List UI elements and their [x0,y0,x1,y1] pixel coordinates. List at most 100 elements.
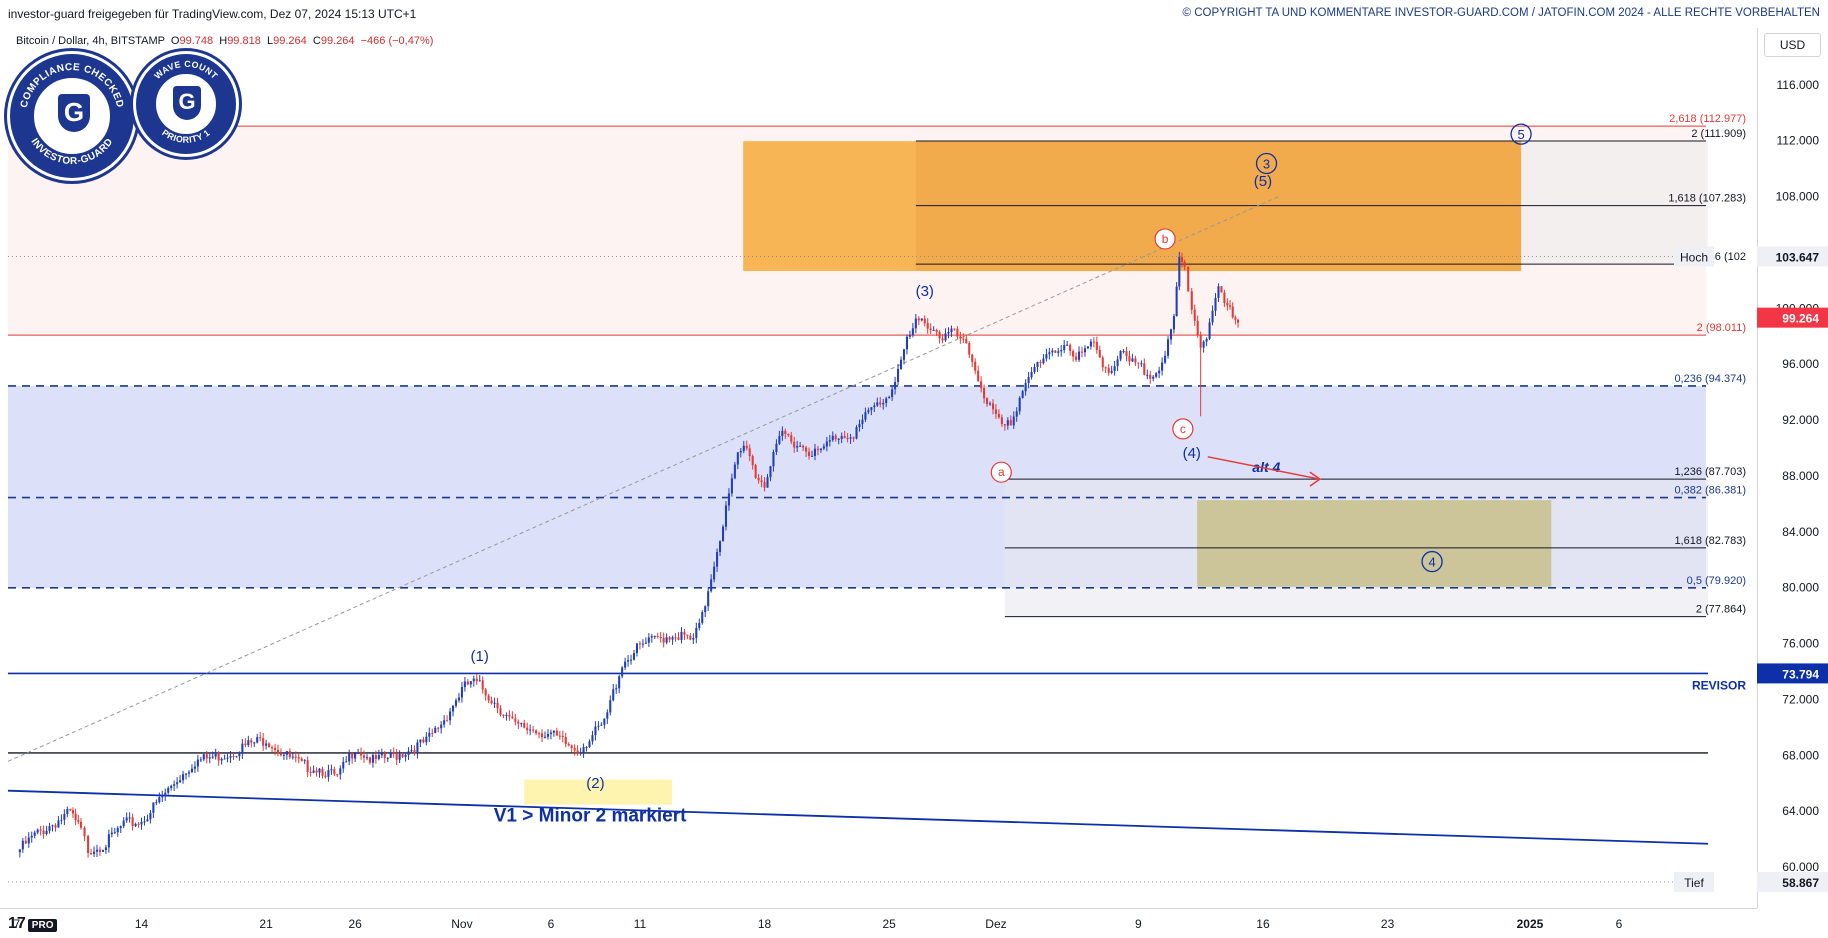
candle-body-293 [888,397,891,399]
candle-body-74 [238,753,241,757]
y-tick-11: 72.000 [1782,692,1819,706]
fib-level-label-9: 0,5 (79.920) [1687,575,1746,587]
candle-body-403 [1214,297,1217,311]
candle-body-317 [959,336,962,339]
candle-body-68 [220,758,223,761]
fib-level-label-0: 2,618 (112.977) [1669,113,1746,125]
candle-body-302 [914,318,917,329]
candle-body-65 [211,756,214,758]
candle-body-250 [760,480,763,483]
candle-body-150 [463,681,466,688]
candle-body-362 [1092,341,1095,343]
candle-body-144 [446,720,449,722]
candle-body-28 [101,849,104,852]
candle-body-62 [202,754,205,760]
candle-body-23 [87,836,90,853]
candle-body-389 [1172,316,1176,330]
revisor-label: REVISOR [1692,678,1746,692]
candle-body-177 [543,736,547,738]
candle-body-15 [63,813,66,820]
candle-body-179 [549,732,552,735]
close-value: 99.264 [320,35,355,47]
candle-body-326 [986,398,989,405]
candle-body-175 [538,733,541,735]
hoch-tag-value: 103.647 [1776,250,1820,264]
candle-body-85 [271,747,274,749]
tradingview-logo[interactable]: 17 PRO [8,915,58,933]
candle-body-398 [1199,335,1202,348]
candle-body-38 [131,817,134,827]
price-chart[interactable]: 2,618 (112.977) 2 (111.909) 1,618 (107.283… [0,28,1757,908]
candle-body-12 [54,825,57,828]
y-tick-9: 80.000 [1782,581,1819,595]
x-tick-3: 26 [348,917,362,931]
candle-body-180 [552,730,555,733]
candle-body-272 [825,441,828,447]
y-tick-12: 68.000 [1782,748,1819,762]
compliance-badge-center: G [32,76,112,156]
fib-level-label-7: 0,382 (86.381) [1674,485,1746,497]
candle-body-73 [235,756,238,758]
candle-body-75 [241,743,244,754]
compliance-badge: COMPLIANCE CHECKED INVESTOR-GUARD G [10,54,134,178]
time-axis-labels: 7 14 21 26 Nov 6 11 18 25 Dez 9 16 23 2025 6 [14,917,1623,931]
x-tick-10: 9 [1135,917,1142,931]
candle-body-395 [1190,291,1193,310]
candle-body-219 [668,637,671,640]
candle-body-27 [98,849,102,852]
candle-body-334 [1009,420,1012,426]
candle-body-367 [1107,367,1110,373]
x-tick-4: Nov [451,917,472,931]
candle-body-404 [1217,286,1220,298]
candle-body-10 [48,826,51,831]
candle-body-43 [146,819,149,822]
candle-body-136 [422,739,425,743]
candle-body-98 [309,771,312,773]
candle-body-374 [1128,356,1131,362]
candle-body-228 [695,628,698,639]
candle-body-29 [104,847,107,850]
candle-body-365 [1101,357,1104,368]
candle-body-225 [686,634,689,636]
candle-body-263 [799,445,802,447]
candle-body-103 [324,775,327,777]
subwave-label-1: b [1162,232,1169,246]
candle-body-387 [1166,339,1170,356]
candle-body-198 [606,712,609,719]
candle-body-268 [813,448,817,456]
fib-level-label-4: 2 (98.011) [1697,322,1746,334]
candle-body-257 [781,430,784,437]
fib-level-label-1: 2 (111.909) [1691,128,1746,140]
wave-label-2: (3) [916,283,934,300]
candle-body-168 [517,721,520,724]
candle-body-33 [116,828,119,833]
candle-body-300 [908,335,911,337]
candle-body-278 [843,436,846,439]
low-value: 99.264 [273,35,307,47]
candle-body-105 [330,769,333,771]
candle-body-195 [597,725,600,727]
currency-button[interactable]: USD [1764,33,1821,57]
candle-body-156 [481,680,484,690]
candle-body-202 [618,676,621,689]
candle-body-243 [739,450,742,453]
price-axis[interactable] [1757,28,1828,908]
candle-body-234 [713,566,716,580]
alt4-label: alt 4 [1252,459,1280,475]
candle-body-14 [60,819,63,821]
candle-body-196 [600,724,603,726]
candle-body-4 [30,835,33,838]
candle-body-283 [858,423,861,428]
candle-body-353 [1066,344,1069,346]
candle-body-271 [822,446,825,449]
y-tick-1: 112.000 [1777,134,1820,148]
candle-body-247 [751,456,754,466]
time-axis[interactable] [0,908,1757,938]
candle-body-53 [176,782,179,785]
candle-body-2 [24,840,27,844]
y-tick-5: 96.000 [1782,357,1819,371]
candle-body-384 [1158,370,1161,374]
candle-body-410 [1234,317,1237,320]
candle-body-299 [905,336,908,350]
revisor-tag-bg [1757,663,1828,684]
